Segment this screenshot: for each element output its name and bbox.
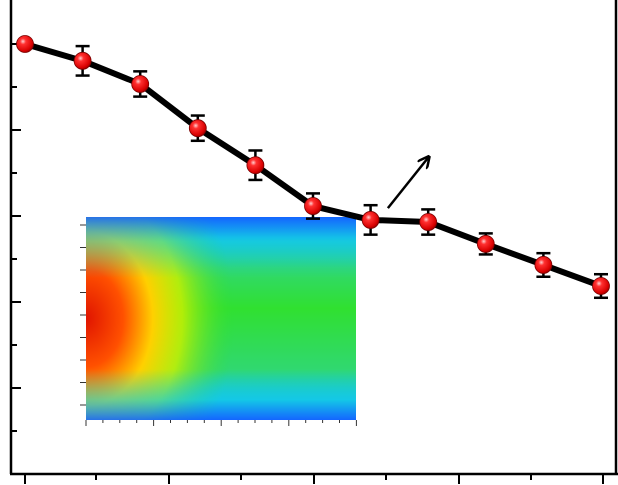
markers: [16, 35, 610, 295]
data-point: [188, 119, 207, 138]
inset-heatmap: [80, 217, 357, 426]
data-point: [419, 213, 438, 231]
data-point: [16, 35, 34, 53]
x-ticks: [24, 474, 604, 484]
data-point: [246, 156, 265, 175]
data-point: [361, 211, 380, 229]
annotation-arrow: [386, 158, 428, 209]
data-point: [592, 277, 610, 295]
data-point: [73, 51, 92, 70]
data-point: [476, 235, 495, 253]
y-ticks: [11, 43, 21, 432]
inset-edge-fade: [86, 217, 356, 420]
data-point: [534, 256, 553, 274]
data-point: [131, 75, 150, 93]
inset-ticks: [80, 224, 357, 426]
data-point: [304, 197, 322, 215]
